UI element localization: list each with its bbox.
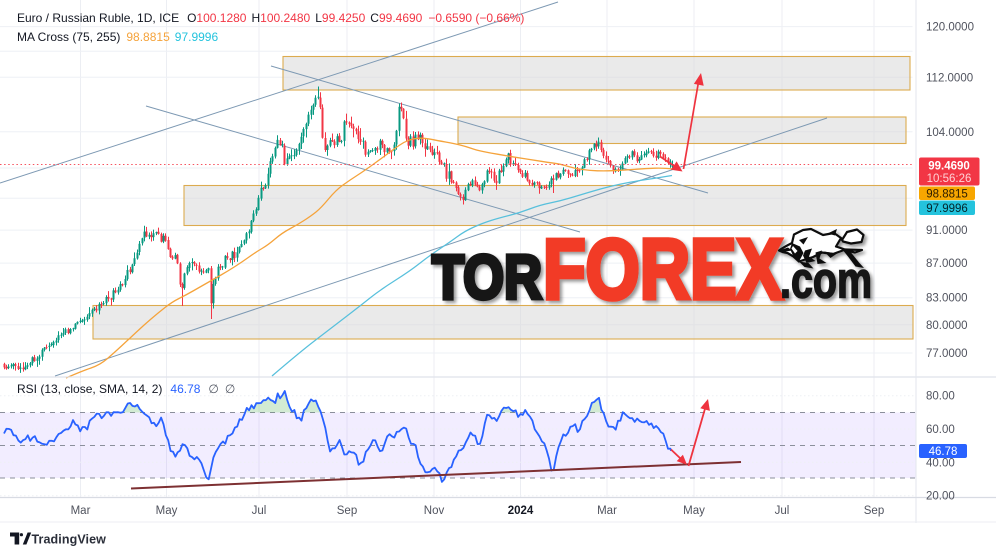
svg-text:Mar: Mar: [597, 505, 617, 517]
svg-text:80.0000: 80.0000: [926, 320, 968, 332]
svg-text:20.00: 20.00: [926, 491, 955, 503]
svg-text:77.0000: 77.0000: [926, 348, 968, 360]
svg-text:RSI (13, close, SMA, 14, 2)46.: RSI (13, close, SMA, 14, 2) 46.78 ∅ ∅: [17, 382, 235, 396]
svg-text:Jul: Jul: [775, 505, 790, 517]
svg-text:May: May: [156, 505, 178, 517]
svg-text:87.0000: 87.0000: [926, 258, 968, 270]
svg-text:TOR: TOR: [432, 244, 542, 313]
svg-text:40.00: 40.00: [926, 457, 955, 469]
svg-text:60.00: 60.00: [926, 424, 955, 436]
svg-text:Mar: Mar: [71, 505, 91, 517]
svg-text:Sep: Sep: [864, 505, 884, 517]
svg-text:10:56:26: 10:56:26: [927, 173, 972, 185]
svg-text:91.0000: 91.0000: [926, 225, 968, 237]
svg-text:May: May: [683, 505, 705, 517]
svg-text:FOREX: FOREX: [543, 223, 783, 318]
svg-text:Sep: Sep: [337, 505, 357, 517]
svg-text:112.0000: 112.0000: [926, 72, 973, 84]
svg-text:98.8815: 98.8815: [926, 189, 968, 201]
svg-text:104.0000: 104.0000: [926, 127, 974, 139]
svg-text:Jul: Jul: [252, 505, 267, 517]
svg-text:120.0000: 120.0000: [926, 22, 974, 34]
svg-text:TradingView: TradingView: [32, 533, 107, 547]
svg-text:83.0000: 83.0000: [926, 293, 968, 305]
svg-text:46.78: 46.78: [929, 446, 958, 458]
svg-text:Nov: Nov: [424, 505, 445, 517]
svg-text:2024: 2024: [508, 505, 534, 517]
svg-text:80.00: 80.00: [926, 391, 955, 403]
svg-text:97.9996: 97.9996: [926, 203, 968, 215]
svg-text:99.4690: 99.4690: [928, 161, 970, 173]
svg-text:.com: .com: [780, 252, 872, 309]
